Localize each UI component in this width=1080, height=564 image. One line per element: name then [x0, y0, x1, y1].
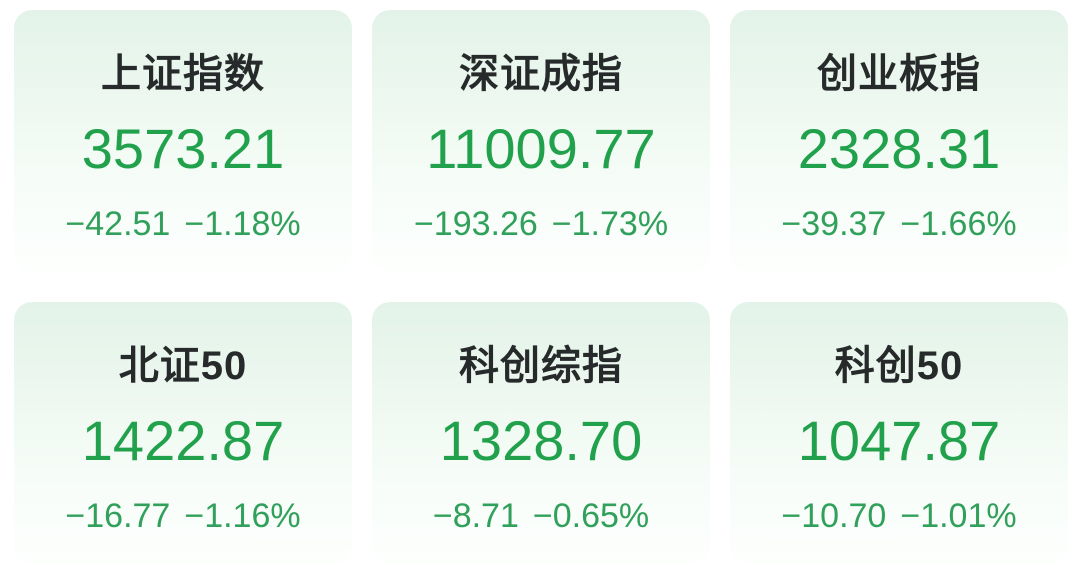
- index-card-shenzhen-component[interactable]: 深证成指 11009.77 −193.26 −1.73%: [372, 10, 710, 272]
- index-name: 科创综指: [459, 344, 623, 388]
- index-change-absolute: −193.26: [413, 205, 538, 243]
- index-change: −39.37 −1.66%: [781, 207, 1016, 241]
- index-value: 1422.87: [81, 409, 285, 472]
- index-change: −16.77 −1.16%: [65, 499, 300, 533]
- index-card-star-composite[interactable]: 科创综指 1328.70 −8.71 −0.65%: [372, 302, 710, 564]
- index-card-bse-50[interactable]: 北证50 1422.87 −16.77 −1.16%: [14, 302, 352, 564]
- index-card-chinext[interactable]: 创业板指 2328.31 −39.37 −1.66%: [730, 10, 1068, 272]
- index-name: 创业板指: [817, 52, 981, 96]
- index-name: 深证成指: [459, 52, 623, 96]
- index-change-percent: −1.18%: [184, 205, 301, 243]
- index-card-star-50[interactable]: 科创50 1047.87 −10.70 −1.01%: [730, 302, 1068, 564]
- index-name: 科创50: [834, 344, 964, 388]
- index-change-percent: −1.66%: [900, 205, 1017, 243]
- index-change: −10.70 −1.01%: [781, 499, 1016, 533]
- index-value: 3573.21: [81, 117, 285, 180]
- index-change-absolute: −39.37: [781, 205, 887, 243]
- index-change-percent: −1.73%: [551, 205, 669, 243]
- index-value: 1047.87: [797, 409, 1001, 472]
- index-change-absolute: −42.51: [65, 205, 171, 243]
- index-change-percent: −1.16%: [184, 497, 301, 535]
- index-card-shanghai-composite[interactable]: 上证指数 3573.21 −42.51 −1.18%: [14, 10, 352, 272]
- index-change: −193.26 −1.73%: [414, 207, 668, 241]
- index-change-absolute: −8.71: [432, 497, 519, 535]
- index-value: 11009.77: [426, 117, 656, 180]
- index-name: 北证50: [118, 344, 248, 388]
- index-value: 1328.70: [439, 409, 643, 472]
- index-change: −8.71 −0.65%: [433, 499, 649, 533]
- index-name: 上证指数: [101, 52, 265, 96]
- index-change: −42.51 −1.18%: [65, 207, 300, 241]
- index-change-percent: −0.65%: [532, 497, 650, 535]
- index-change-absolute: −10.70: [781, 497, 887, 535]
- index-change-percent: −1.01%: [900, 497, 1017, 535]
- index-value: 2328.31: [797, 117, 1001, 180]
- index-change-absolute: −16.77: [65, 497, 171, 535]
